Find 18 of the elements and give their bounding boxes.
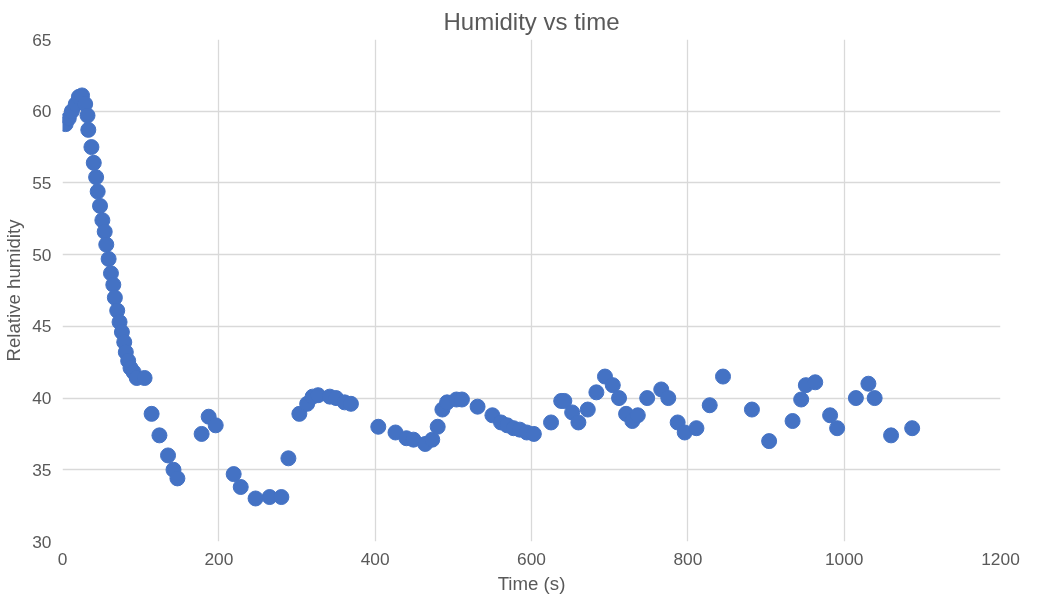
x-tick-label: 0 [57, 548, 68, 569]
y-tick-label: 40 [32, 388, 52, 409]
y-tick-label: 60 [32, 101, 52, 122]
x-tick-label: 200 [204, 548, 234, 569]
y-tick-label: 30 [32, 531, 52, 552]
y-tick-label: 35 [32, 459, 52, 480]
y-axis-title: Relative humidity [3, 218, 25, 362]
x-axis-title: Time (s) [497, 572, 566, 594]
x-tick-label: 400 [360, 548, 390, 569]
y-tick-label: 50 [32, 244, 52, 265]
x-tick-label: 1000 [824, 548, 864, 569]
x-tick-label: 600 [517, 548, 546, 569]
y-tick-label: 65 [32, 29, 52, 50]
x-tick-label: 800 [673, 548, 703, 569]
chart-title: Humidity vs time [443, 7, 620, 35]
y-tick-label: 55 [32, 172, 52, 193]
x-tick-label: 1200 [981, 548, 1020, 569]
y-tick-label: 45 [32, 316, 52, 337]
